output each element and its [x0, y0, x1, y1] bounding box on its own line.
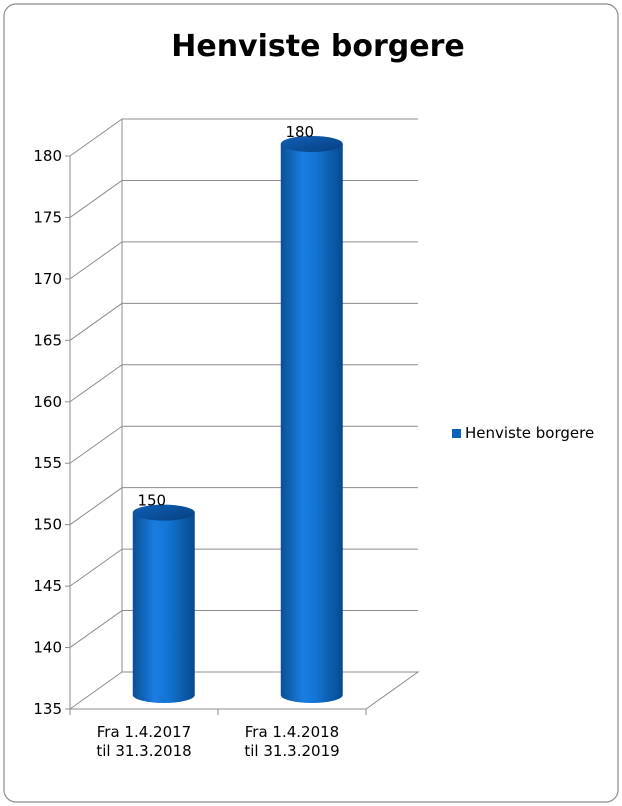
bar-body-0 [132, 512, 195, 703]
x-category-label-0: Fra 1.4.2017 til 31.3.2018 [96, 723, 191, 760]
legend: Henviste borgere [452, 424, 594, 442]
gridline-side-155 [69, 425, 123, 464]
y-tick-label-180: 180 [33, 147, 62, 165]
y-tick-label-160: 160 [33, 393, 62, 411]
gridline-side-140 [69, 610, 123, 648]
bar-cap-0 [132, 504, 195, 521]
data-label-1: 180 [285, 123, 314, 141]
y-tick-label-155: 155 [33, 454, 62, 472]
legend-label-0: Henviste borgere [465, 424, 594, 442]
y-tick-label-175: 175 [33, 208, 62, 226]
gridline-side-175 [69, 180, 123, 218]
gridline-side-150 [69, 487, 123, 526]
legend-swatch-0 [452, 429, 461, 438]
y-tick-label-165: 165 [33, 331, 62, 349]
y-tick-label-150: 150 [33, 516, 62, 534]
y-tick-label-135: 135 [33, 700, 62, 718]
x-category-label-0-line-1: til 31.3.2018 [96, 742, 191, 760]
gridline-side-165 [69, 302, 123, 341]
x-category-label-0-line-0: Fra 1.4.2017 [97, 723, 191, 741]
x-category-label-1: Fra 1.4.2018 til 31.3.2019 [244, 723, 339, 760]
plot-area: 135 140 145 150 155 160 165 170 175 180 150 180 Fra … [33, 118, 420, 760]
bar-0 [132, 504, 195, 703]
data-label-0: 150 [137, 492, 166, 510]
y-tick-label-145: 145 [33, 577, 62, 595]
x-category-label-1-line-1: til 31.3.2019 [244, 742, 339, 760]
x-category-label-1-line-0: Fra 1.4.2018 [245, 723, 339, 741]
gridline-side-145 [69, 548, 123, 587]
gridline-side-160 [69, 364, 123, 403]
y-tick-label-140: 140 [33, 639, 62, 657]
chart-floor [68, 671, 420, 710]
gridline-side-170 [69, 241, 123, 280]
chart-title: Henviste borgere [171, 29, 464, 64]
bar-cap-1 [280, 135, 343, 152]
bar-1 [280, 135, 343, 703]
bar-body-1 [280, 143, 343, 703]
y-tick-label-170: 170 [33, 270, 62, 288]
gridline-side-180 [69, 118, 123, 157]
